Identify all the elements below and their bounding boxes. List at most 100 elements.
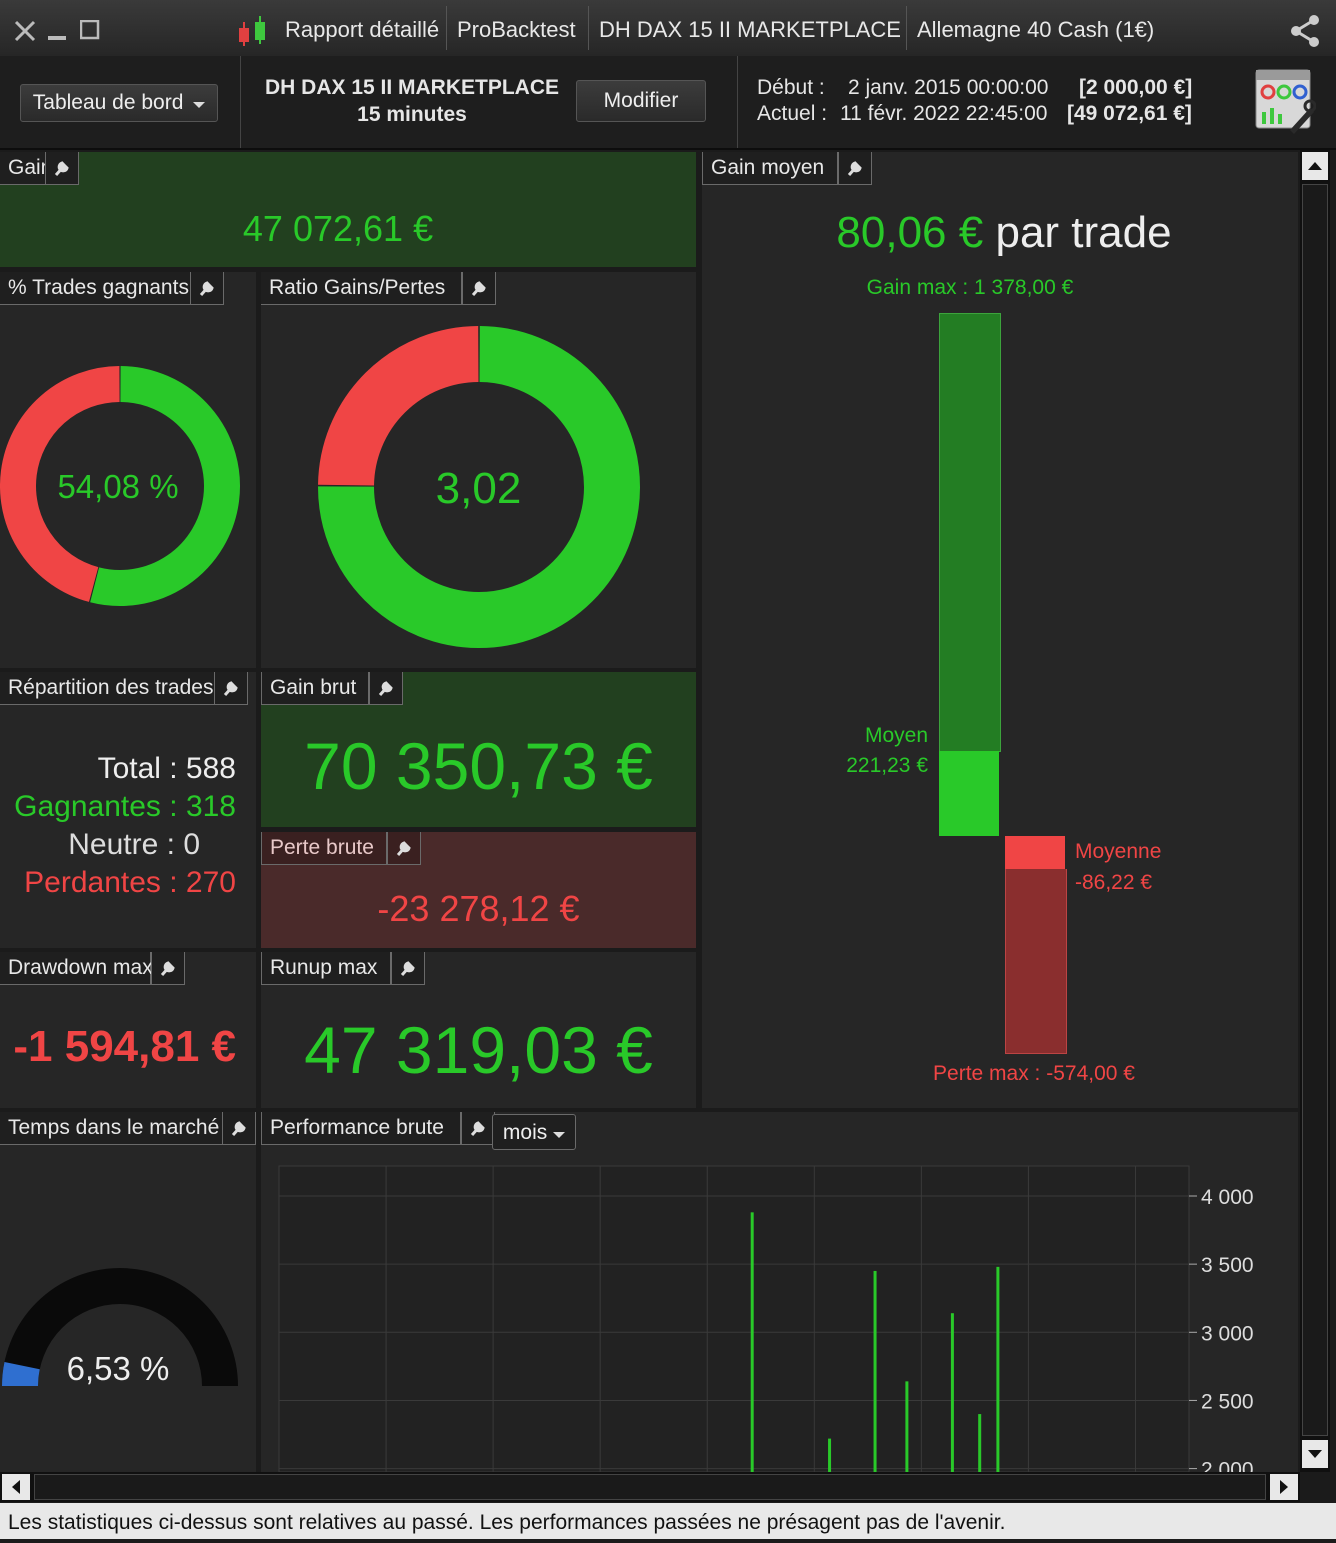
scroll-up-button[interactable] xyxy=(1302,152,1328,180)
wrench-icon[interactable] xyxy=(151,952,185,985)
max-loss-label: Perte max : -574,00 € xyxy=(933,1062,1135,1085)
start-capital: [2 000,00 €] xyxy=(1079,76,1193,99)
ratio-title: Ratio Gains/Pertes xyxy=(261,272,462,305)
avg-win-bar xyxy=(939,751,999,836)
avg-win-label: Moyen xyxy=(864,724,928,747)
drawdown-value: -1 594,81 € xyxy=(13,1022,236,1071)
current-date: 11 févr. 2022 22:45:00 xyxy=(840,102,1048,125)
report-header: Tableau de bord DH DAX 15 II MARKETPLACE… xyxy=(0,56,1336,150)
wrench-icon[interactable] xyxy=(391,952,425,985)
horizontal-scrollbar[interactable] xyxy=(0,1472,1300,1502)
donut-win-segment xyxy=(318,326,640,648)
close-icon[interactable] xyxy=(14,20,36,42)
total-count: Total : 588 xyxy=(97,752,236,785)
scroll-down-button[interactable] xyxy=(1302,1440,1328,1468)
dashboard-dropdown[interactable]: Tableau de bord xyxy=(20,84,218,122)
avg-gain-value: 80,06 € xyxy=(836,208,984,257)
scroll-right-button[interactable] xyxy=(1270,1474,1298,1500)
avg-gain-title: Gain moyen xyxy=(702,152,838,185)
performance-bar xyxy=(828,1438,832,1472)
gain-panel: Gain 47 072,61 € xyxy=(0,152,696,267)
wrench-icon[interactable] xyxy=(838,152,872,185)
y-tick-label: 2 000 xyxy=(1201,1459,1254,1472)
tab-probacktest[interactable]: ProBacktest xyxy=(457,17,576,42)
win-trades-panel: % Trades gagnants 54,08 % xyxy=(0,272,256,668)
wrench-icon[interactable] xyxy=(462,272,496,305)
time-in-market-title: Temps dans le marché xyxy=(0,1112,229,1145)
ratio-donut xyxy=(318,326,640,648)
gross-gain-panel: Gain brut 70 350,73 € xyxy=(261,672,696,827)
gross-loss-panel: Perte brute -23 278,12 € xyxy=(261,832,696,948)
arrow-up-icon xyxy=(1308,162,1322,170)
gain-title: Gain xyxy=(0,152,52,185)
losers-count: Perdantes : 270 xyxy=(24,866,236,899)
arrow-left-icon xyxy=(12,1480,20,1494)
max-loss-bar xyxy=(1005,869,1067,1054)
gauge-fill xyxy=(2,1361,40,1387)
drawdown-title: Drawdown max xyxy=(0,952,153,985)
ratio-panel: Ratio Gains/Pertes 3,02 xyxy=(261,272,696,668)
time-in-market-gauge xyxy=(2,1268,238,1387)
neutral-count: Neutre : 0 xyxy=(68,828,200,861)
drawdown-panel: Drawdown max -1 594,81 € xyxy=(0,952,256,1108)
avg-gain-line: 80,06 € par trade xyxy=(702,208,1298,258)
gross-gain-value: 70 350,73 € xyxy=(304,729,653,803)
timeframe-label: 15 minutes xyxy=(357,103,467,126)
wrench-icon[interactable] xyxy=(387,832,421,865)
win-trades-value: 54,08 % xyxy=(57,468,179,505)
avg-gain-panel: Gain moyen 80,06 € par trade Gain max : … xyxy=(702,152,1298,1108)
donut-loss-segment xyxy=(0,366,121,602)
performance-chart: 2 000 2 500 3 000 3 500 4 000 xyxy=(278,1165,1254,1472)
avg-gain-suffix: par trade xyxy=(995,208,1172,257)
y-tick-label: 3 000 xyxy=(1201,1322,1254,1345)
chevron-down-icon xyxy=(193,102,206,108)
start-date: 2 janv. 2015 00:00:00 xyxy=(848,76,1049,99)
performance-bar xyxy=(978,1414,982,1472)
performance-bar xyxy=(996,1266,1000,1472)
avg-loss-bar xyxy=(1005,836,1065,869)
wrench-icon[interactable] xyxy=(214,672,248,705)
donut-loss-segment xyxy=(318,326,480,487)
runup-value: 47 319,03 € xyxy=(304,1013,653,1087)
winners-count: Gagnantes : 318 xyxy=(14,790,236,823)
modify-button[interactable]: Modifier xyxy=(576,80,706,122)
performance-bar xyxy=(750,1212,754,1472)
avg-loss-label: Moyenne xyxy=(1075,840,1162,863)
vertical-scroll-thumb[interactable] xyxy=(1302,184,1328,1436)
report-settings-icon[interactable] xyxy=(1254,68,1316,134)
gross-loss-title: Perte brute xyxy=(261,832,387,865)
wrench-icon[interactable] xyxy=(190,272,224,305)
wrench-icon[interactable] xyxy=(369,672,403,705)
gross-gain-title: Gain brut xyxy=(261,672,369,705)
wrench-icon[interactable] xyxy=(45,152,79,185)
y-tick-label: 2 500 xyxy=(1201,1390,1254,1413)
performance-bar xyxy=(905,1381,909,1472)
scroll-left-button[interactable] xyxy=(2,1474,30,1500)
chart-plot-area xyxy=(278,1165,1190,1472)
max-gain-bar xyxy=(939,313,1001,752)
maximize-icon[interactable] xyxy=(80,20,100,40)
start-label: Début : xyxy=(757,76,825,99)
runup-panel: Runup max 47 319,03 € xyxy=(261,952,696,1108)
minimize-icon[interactable] xyxy=(48,30,68,42)
tab-strategy[interactable]: DH DAX 15 II MARKETPLACE xyxy=(599,17,901,42)
arrow-down-icon xyxy=(1308,1450,1322,1458)
avg-loss-value: -86,22 € xyxy=(1075,871,1153,894)
performance-bar xyxy=(873,1270,877,1472)
tab-detailed-report[interactable]: Rapport détaillé xyxy=(285,17,440,42)
chevron-down-icon xyxy=(553,1132,566,1138)
horizontal-scroll-thumb[interactable] xyxy=(34,1474,1266,1500)
ratio-value: 3,02 xyxy=(435,464,522,513)
win-trades-donut xyxy=(0,366,240,606)
strategy-name: DH DAX 15 II MARKETPLACE xyxy=(264,76,560,99)
arrow-right-icon xyxy=(1280,1480,1288,1494)
wrench-icon[interactable] xyxy=(222,1112,256,1145)
tab-instrument[interactable]: Allemagne 40 Cash (1€) xyxy=(917,17,1155,42)
share-icon[interactable] xyxy=(1288,14,1322,48)
gain-value: 47 072,61 € xyxy=(242,208,434,249)
dashboard-label: Tableau de bord xyxy=(32,91,184,114)
period-dropdown[interactable]: mois xyxy=(492,1114,576,1150)
performance-panel: Performance brute mois 2 000 2 500 3 000 3 … xyxy=(261,1112,1298,1472)
gauge-track xyxy=(2,1268,238,1387)
vertical-scrollbar[interactable] xyxy=(1300,150,1330,1472)
